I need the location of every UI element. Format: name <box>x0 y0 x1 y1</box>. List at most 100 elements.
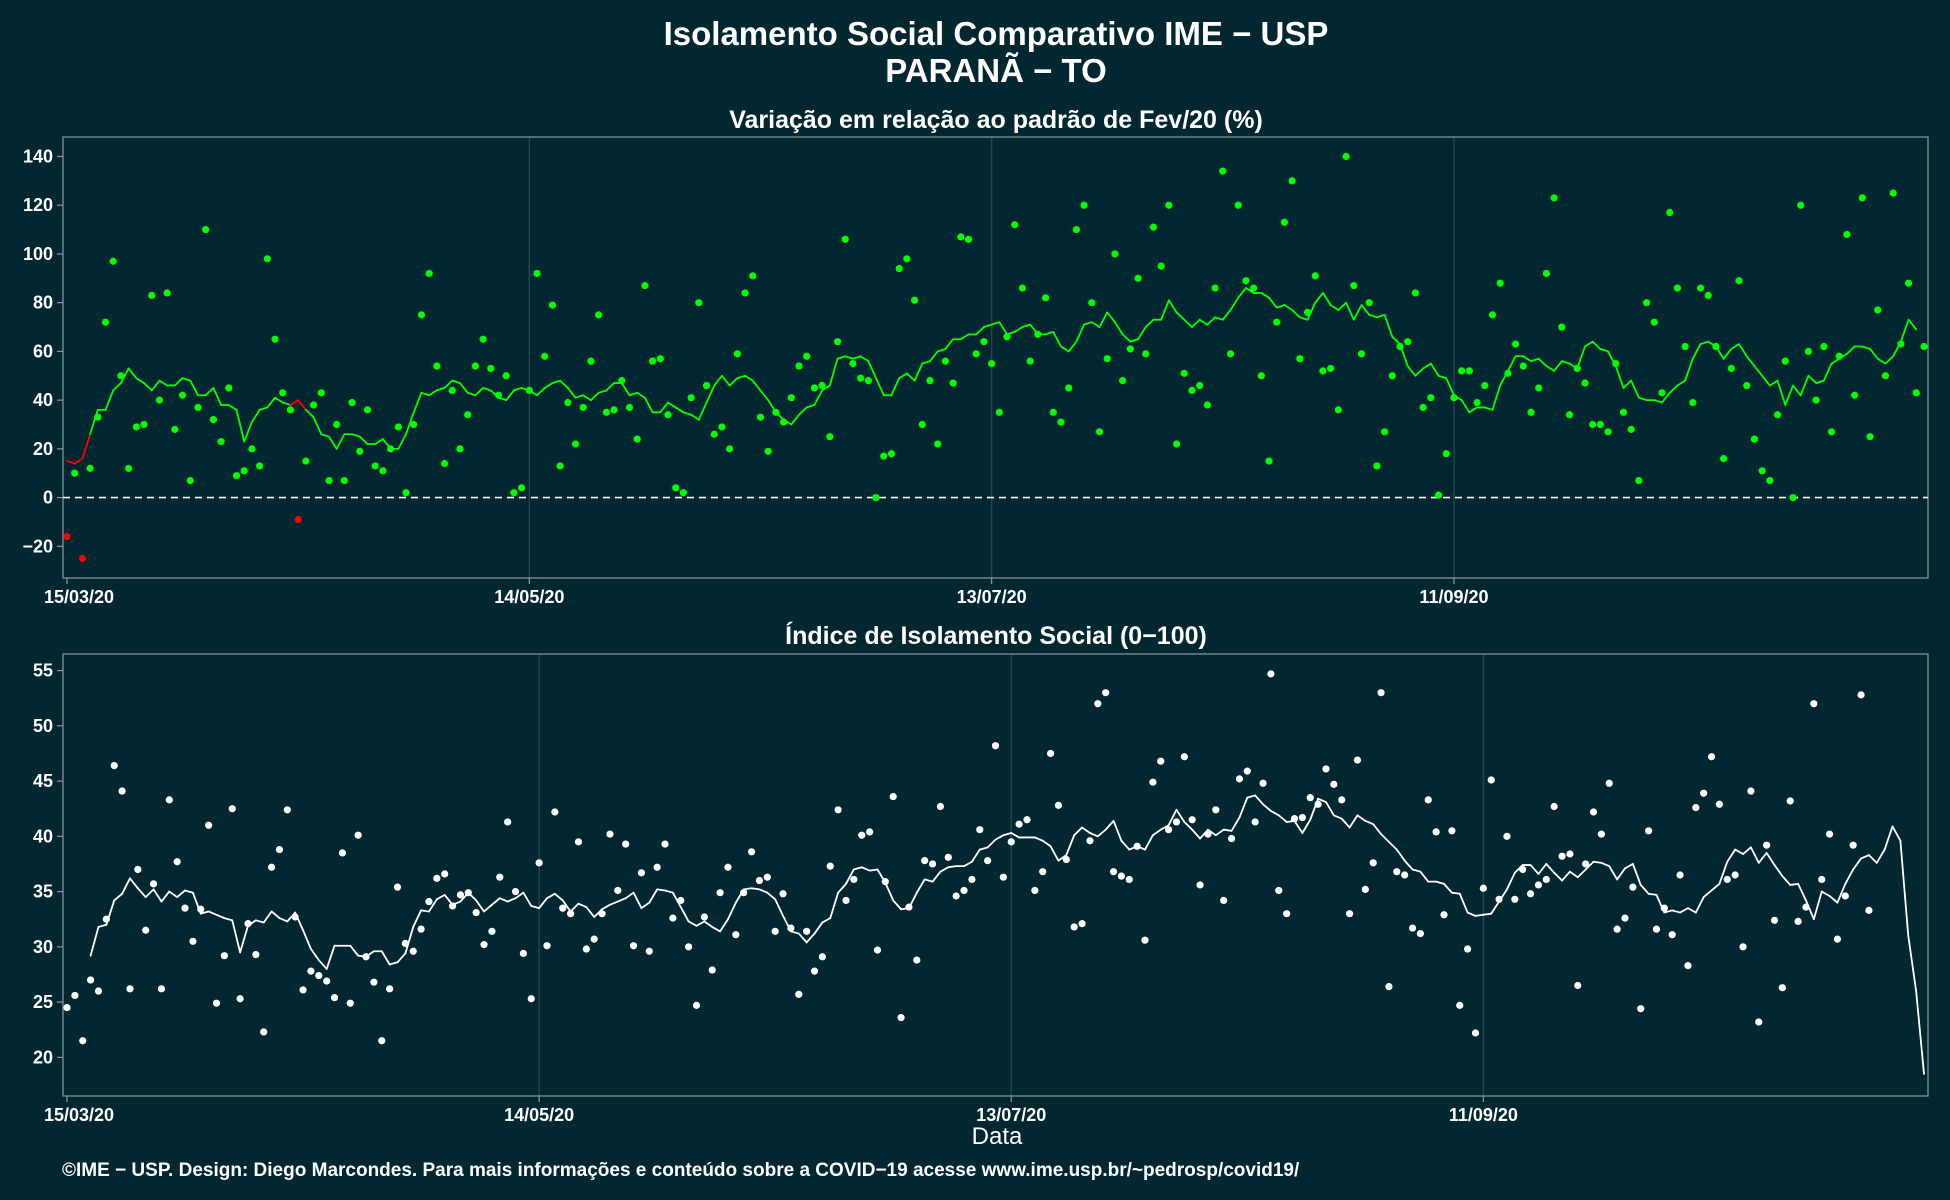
moving-average-segment <box>215 913 226 919</box>
moving-average-segment <box>659 401 669 414</box>
data-point <box>1481 381 1489 390</box>
moving-average-segment <box>176 889 186 898</box>
data-point <box>1011 221 1019 229</box>
data-point <box>913 956 921 964</box>
data-point <box>220 952 228 960</box>
data-point <box>510 489 518 497</box>
data-point <box>1196 881 1204 889</box>
data-point <box>94 987 103 995</box>
moving-average-segment <box>266 396 276 409</box>
data-point <box>1565 411 1574 419</box>
data-point <box>488 927 496 935</box>
data-point <box>984 857 992 865</box>
data-point <box>1715 800 1724 808</box>
data-point <box>1134 274 1142 282</box>
data-point <box>502 372 510 380</box>
data-point <box>692 1001 701 1009</box>
data-point <box>637 869 646 877</box>
data-point <box>764 447 772 455</box>
moving-average-segment <box>1237 287 1247 299</box>
moving-average-segment <box>1738 343 1748 358</box>
data-point <box>1858 194 1866 202</box>
data-point <box>363 406 372 414</box>
moving-average-segment <box>1325 801 1335 817</box>
moving-average-segment <box>1175 808 1186 823</box>
data-point <box>279 389 287 397</box>
data-point <box>910 296 919 304</box>
data-point <box>1235 775 1244 783</box>
moving-average-segment <box>1576 868 1587 879</box>
moving-average-segment <box>1144 318 1155 328</box>
data-point <box>1827 428 1836 436</box>
moving-average-segment <box>1429 362 1440 377</box>
data-point <box>614 886 622 895</box>
data-point <box>189 937 197 945</box>
moving-average-segment <box>1345 301 1355 321</box>
data-point <box>926 377 934 385</box>
moving-average-segment <box>852 866 863 871</box>
moving-average-segment <box>1812 890 1823 921</box>
data-point <box>1857 691 1865 699</box>
data-point <box>595 311 603 319</box>
data-point <box>1049 408 1057 416</box>
data-point <box>1582 860 1590 868</box>
moving-average-segment <box>1089 832 1099 838</box>
data-point <box>1535 384 1543 392</box>
data-point <box>1306 794 1314 802</box>
moving-average-segment <box>1820 890 1831 897</box>
y-tick-label: 20 <box>33 1047 53 1067</box>
data-point <box>1597 830 1605 838</box>
data-point <box>496 873 504 881</box>
moving-average-segment <box>1245 287 1255 294</box>
data-point <box>1755 1018 1763 1026</box>
moving-average-segment <box>1730 343 1740 350</box>
plot-frame <box>62 136 1929 579</box>
moving-average-segment <box>875 377 885 397</box>
data-point <box>1673 284 1682 292</box>
data-point <box>260 1028 268 1036</box>
data-point <box>1479 884 1487 892</box>
moving-average-segment <box>609 900 619 906</box>
moving-average-segment <box>536 387 546 397</box>
data-point <box>1566 850 1574 858</box>
data-point <box>1273 318 1281 326</box>
data-point <box>897 1013 905 1022</box>
data-point <box>1456 1001 1464 1009</box>
data-point <box>664 411 672 419</box>
data-point <box>732 931 740 939</box>
data-point <box>1393 868 1401 876</box>
moving-average-segment <box>1507 355 1517 372</box>
moving-average-segment <box>1815 379 1825 384</box>
moving-average-segment <box>1899 318 1910 343</box>
data-point <box>464 889 472 897</box>
data-point <box>716 889 724 897</box>
data-point <box>118 787 126 795</box>
moving-average-segment <box>721 374 731 387</box>
x-tick-label: 14/05/20 <box>504 1105 574 1125</box>
moving-average-segment <box>939 866 950 873</box>
moving-average-segment <box>1876 357 1887 365</box>
data-point <box>1778 984 1786 992</box>
moving-average-segment <box>204 387 215 397</box>
data-point <box>1078 920 1086 928</box>
moving-average-segment <box>931 870 942 883</box>
moving-average-segment <box>845 868 855 885</box>
moving-average-segment <box>585 906 596 918</box>
moving-average-segment <box>620 382 631 397</box>
data-point <box>1396 342 1404 351</box>
data-point <box>1212 806 1220 814</box>
data-point <box>598 910 606 918</box>
moving-average-segment <box>561 899 572 913</box>
data-point <box>479 335 487 343</box>
moving-average-segment <box>189 379 199 397</box>
x-tick-label: 14/05/20 <box>494 587 564 607</box>
data-point <box>980 338 988 346</box>
data-point <box>340 476 348 485</box>
x-tick-label: 15/03/20 <box>44 587 114 607</box>
data-point <box>1388 372 1396 380</box>
data-point <box>1251 818 1259 826</box>
data-point <box>1473 398 1481 407</box>
data-point <box>1088 299 1096 307</box>
data-point <box>976 826 984 834</box>
data-point <box>1558 323 1566 331</box>
